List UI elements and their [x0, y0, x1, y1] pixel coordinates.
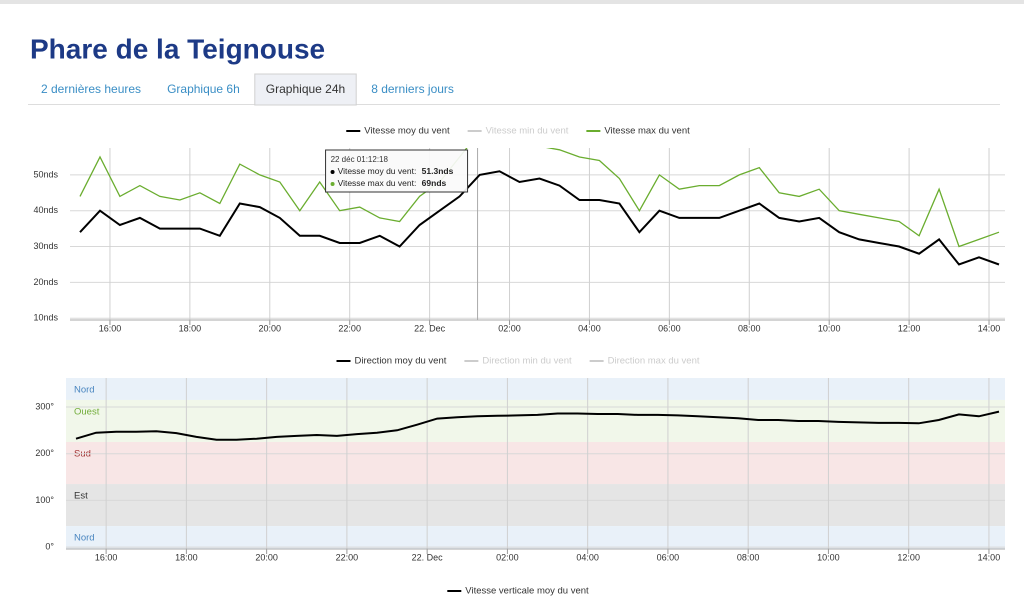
tab-box	[254, 73, 357, 106]
x-tick-label: 22:00	[338, 323, 361, 333]
top-bar	[0, 0, 1024, 4]
x-tick-label: 20:00	[255, 552, 278, 562]
plot-band	[66, 378, 1005, 400]
x-tick-label: 10:00	[818, 323, 841, 333]
tooltip: 22 déc 01:12:18 Vitesse moy du vent: 51.3…	[325, 149, 469, 193]
x-tick-label: 02:00	[496, 552, 519, 562]
y-tick-label: 200°	[35, 448, 54, 458]
x-tick-label: 22. Dec	[414, 323, 446, 333]
legend-item[interactable]: Direction moy du vent	[336, 356, 447, 367]
tab[interactable]: Graphique 24h	[254, 73, 357, 106]
y-tick-label: 50nds	[33, 169, 58, 179]
tooltip-row-label: Vitesse moy du vent:	[338, 166, 419, 176]
tab-label: 2 dernières heures	[41, 82, 141, 96]
plot-band	[66, 442, 1005, 485]
x-tick-label: 04:00	[576, 552, 599, 562]
tab-label: Graphique 24h	[266, 82, 345, 96]
x-tick-label: 22. Dec	[412, 552, 444, 562]
legend: Direction moy du vent Direction min du ve…	[336, 356, 700, 367]
y-tick-label: 300°	[35, 401, 54, 411]
legend: Vitesse verticale moy du vent	[447, 586, 589, 597]
plot-band	[66, 526, 1005, 549]
legend-item[interactable]: Vitesse moy du vent	[346, 126, 450, 137]
x-tick-label: 12:00	[898, 323, 921, 333]
tooltip-row-value: 69nds	[422, 178, 447, 188]
legend-label: Direction moy du vent	[355, 356, 447, 367]
tooltip-label: Vitesse moy du vent: 51.3nds	[338, 166, 454, 176]
legend-label: Vitesse min du vent	[486, 126, 569, 137]
x-tick-label: 18:00	[179, 323, 202, 333]
legend-item[interactable]: Direction max du vent	[589, 356, 700, 367]
tooltip-dot	[330, 182, 335, 186]
x-tick-label: 18:00	[175, 552, 198, 562]
y-tick-label: 0°	[45, 542, 54, 552]
tab[interactable]: 8 derniers jours	[360, 74, 465, 105]
legend: Vitesse moy du vent Vitesse min du vent Vi…	[346, 126, 690, 137]
x-tick-label: 12:00	[897, 552, 920, 562]
x-tick-label: 14:00	[978, 323, 1001, 333]
plot-band	[66, 399, 1005, 443]
plot-band-label: Nord	[74, 533, 95, 544]
tooltip-date: 22 déc 01:12:18	[331, 155, 389, 164]
plot-band-label: Ouest	[74, 406, 100, 417]
y-tick-label: 30nds	[33, 241, 58, 251]
x-tick-label: 08:00	[738, 323, 761, 333]
chart: Direction moy du vent Direction min du ve…	[35, 356, 1005, 562]
x-tick-label: 16:00	[95, 552, 118, 562]
x-tick-label: 20:00	[259, 323, 282, 333]
tooltip-box	[325, 149, 469, 193]
legend-label: Vitesse verticale moy du vent	[465, 586, 589, 597]
x-tick-label: 02:00	[498, 323, 521, 333]
plot-band-label: Est	[74, 491, 88, 502]
legend-item[interactable]: Vitesse min du vent	[467, 126, 569, 137]
legend-item[interactable]: Vitesse verticale moy du vent	[447, 586, 589, 597]
x-tick-label: 08:00	[737, 552, 760, 562]
series-line	[79, 148, 1000, 248]
chart: Vitesse verticale moy du vent	[447, 586, 589, 597]
x-tick-label: 06:00	[657, 552, 680, 562]
chart: Vitesse moy du vent Vitesse min du vent Vi…	[33, 126, 1005, 333]
y-tick-label: 40nds	[33, 205, 58, 215]
x-tick-label: 14:00	[978, 552, 1001, 562]
plot-band-label: Nord	[74, 385, 95, 396]
tab-label: Graphique 6h	[167, 82, 240, 96]
tab-label: 8 derniers jours	[371, 82, 454, 96]
x-tick-label: 10:00	[817, 552, 840, 562]
tab[interactable]: Graphique 6h	[156, 74, 251, 105]
plot-band	[66, 484, 1005, 527]
x-tick-label: 16:00	[99, 323, 122, 333]
tab[interactable]: 2 dernières heures	[30, 74, 152, 105]
legend-item[interactable]: Direction min du vent	[464, 356, 572, 367]
tooltip-row-value: 51.3nds	[422, 166, 454, 176]
page-title: Phare de la Teignouse	[30, 33, 325, 64]
y-tick-label: 100°	[35, 495, 54, 505]
x-tick-label: 06:00	[658, 323, 681, 333]
legend-label: Direction max du vent	[608, 356, 700, 367]
x-tick-label: 22:00	[336, 552, 359, 562]
tooltip-row-label: Vitesse max du vent:	[338, 178, 419, 188]
legend-label: Vitesse max du vent	[604, 126, 690, 137]
legend-label: Vitesse moy du vent	[364, 126, 450, 137]
tooltip-label: Vitesse max du vent: 69nds	[338, 178, 447, 188]
legend-item[interactable]: Vitesse max du vent	[586, 126, 690, 137]
tooltip-dot	[330, 170, 335, 174]
y-tick-label: 10nds	[33, 313, 58, 323]
y-tick-label: 20nds	[33, 277, 58, 287]
legend-label: Direction min du vent	[482, 356, 572, 367]
series-line	[75, 410, 1000, 441]
x-tick-label: 04:00	[578, 323, 601, 333]
series-line	[79, 170, 1000, 266]
